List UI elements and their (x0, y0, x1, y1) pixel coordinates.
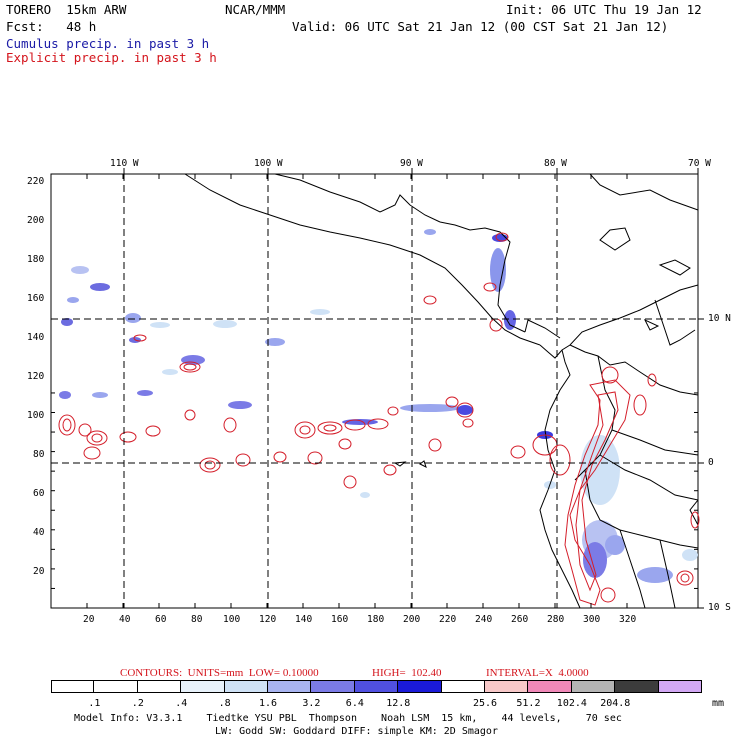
x-tick-140: 140 (295, 614, 313, 625)
y-tick-60: 60 (33, 488, 45, 499)
contour-high: HIGH= 102.40 (372, 667, 442, 679)
colorbar-unit: mm (712, 698, 725, 709)
x-tick-180: 180 (367, 614, 385, 625)
y-tick-200: 200 (27, 215, 45, 226)
y-tick-180: 180 (27, 254, 45, 265)
x-tick-220: 220 (439, 614, 457, 625)
colorbar-tick-label: 51.2 (516, 698, 541, 709)
colorbar-tick-label: 204.8 (600, 698, 631, 709)
field-label-explicit: Explicit precip. in past 3 h (6, 50, 217, 65)
colorbar-tick-label: 25.6 (473, 698, 498, 709)
lon-label-90w: 90 W (400, 158, 423, 169)
colorbar-tick-label: .2 (131, 698, 144, 709)
colorbar-tick-label: 6.4 (345, 698, 364, 709)
lon-label-110w: 110 W (110, 158, 139, 169)
x-tick-320: 320 (619, 614, 637, 625)
axis-ticks (50, 168, 704, 609)
colorbar-swatch (268, 680, 312, 693)
y-tick-40: 40 (33, 527, 45, 538)
x-tick-20: 20 (83, 614, 95, 625)
y-tick-100: 100 (27, 410, 45, 421)
lon-label-80w: 80 W (544, 158, 567, 169)
model-physics: LW: Godd SW: Goddard DIFF: simple KM: 2D… (215, 726, 498, 737)
colorbar-swatch (615, 680, 659, 693)
x-tick-60: 60 (155, 614, 167, 625)
x-tick-280: 280 (547, 614, 565, 625)
init-time: Init: 06 UTC Thu 19 Jan 12 (506, 2, 702, 17)
colorbar-tick-label: 12.8 (386, 698, 411, 709)
contour-units: CONTOURS: UNITS=mm LOW= 0.10000 (120, 667, 319, 679)
colorbar-swatch (181, 680, 225, 693)
colorbar-tick-label: 1.6 (259, 698, 278, 709)
colorbar-swatch (224, 680, 268, 693)
x-tick-160: 160 (331, 614, 349, 625)
colorbar-swatch (571, 680, 616, 693)
lat-label-0: 0 (708, 457, 714, 468)
colorbar-swatch (137, 680, 182, 693)
coastlines (184, 173, 699, 609)
y-tick-120: 120 (27, 371, 45, 382)
graticule (51, 174, 698, 608)
y-tick-220: 220 (27, 176, 45, 187)
x-tick-100: 100 (223, 614, 241, 625)
colorbar-tick-label: 3.2 (302, 698, 321, 709)
x-tick-240: 240 (475, 614, 493, 625)
contour-interval: INTERVAL=X 4.0000 (486, 667, 589, 679)
colorbar-swatch (354, 680, 399, 693)
lon-label-100w: 100 W (254, 158, 283, 169)
y-tick-20: 20 (33, 566, 45, 577)
colorbar-swatch (51, 680, 95, 693)
y-tick-160: 160 (27, 293, 45, 304)
colorbar-tick-label: .4 (175, 698, 188, 709)
colorbar-tick-label: .1 (88, 698, 101, 709)
forecast-hour: Fcst: 48 h (6, 19, 97, 34)
x-tick-300: 300 (583, 614, 601, 625)
colorbar-swatch (485, 680, 529, 693)
colorbar-swatch (311, 680, 355, 693)
x-tick-80: 80 (191, 614, 203, 625)
colorbar-swatch (94, 680, 138, 693)
model-title: TORERO 15km ARW (6, 2, 127, 17)
lat-label-10s: 10 S (708, 602, 731, 613)
valid-time: Valid: 06 UTC Sat 21 Jan 12 (00 CST Sat … (292, 19, 669, 34)
colorbar-tick-label: .8 (218, 698, 231, 709)
colorbar-swatch (528, 680, 572, 693)
x-tick-260: 260 (511, 614, 529, 625)
x-tick-40: 40 (119, 614, 131, 625)
y-tick-140: 140 (27, 332, 45, 343)
x-tick-120: 120 (259, 614, 277, 625)
model-info: Model Info: V3.3.1 Tiedtke YSU PBL Thomp… (74, 713, 622, 724)
field-label-cumulus: Cumulus precip. in past 3 h (6, 36, 210, 51)
colorbar-swatch (441, 680, 485, 693)
org-label: NCAR/MMM (225, 2, 286, 17)
x-tick-200: 200 (403, 614, 421, 625)
lat-label-10n: 10 N (708, 313, 731, 324)
lon-label-70w: 70 W (688, 158, 711, 169)
y-tick-80: 80 (33, 449, 45, 460)
cumulus-precip-areas (59, 229, 698, 583)
colorbar-swatch (658, 680, 702, 693)
colorbar-swatch (398, 680, 442, 693)
colorbar-tick-label: 102.4 (556, 698, 587, 709)
